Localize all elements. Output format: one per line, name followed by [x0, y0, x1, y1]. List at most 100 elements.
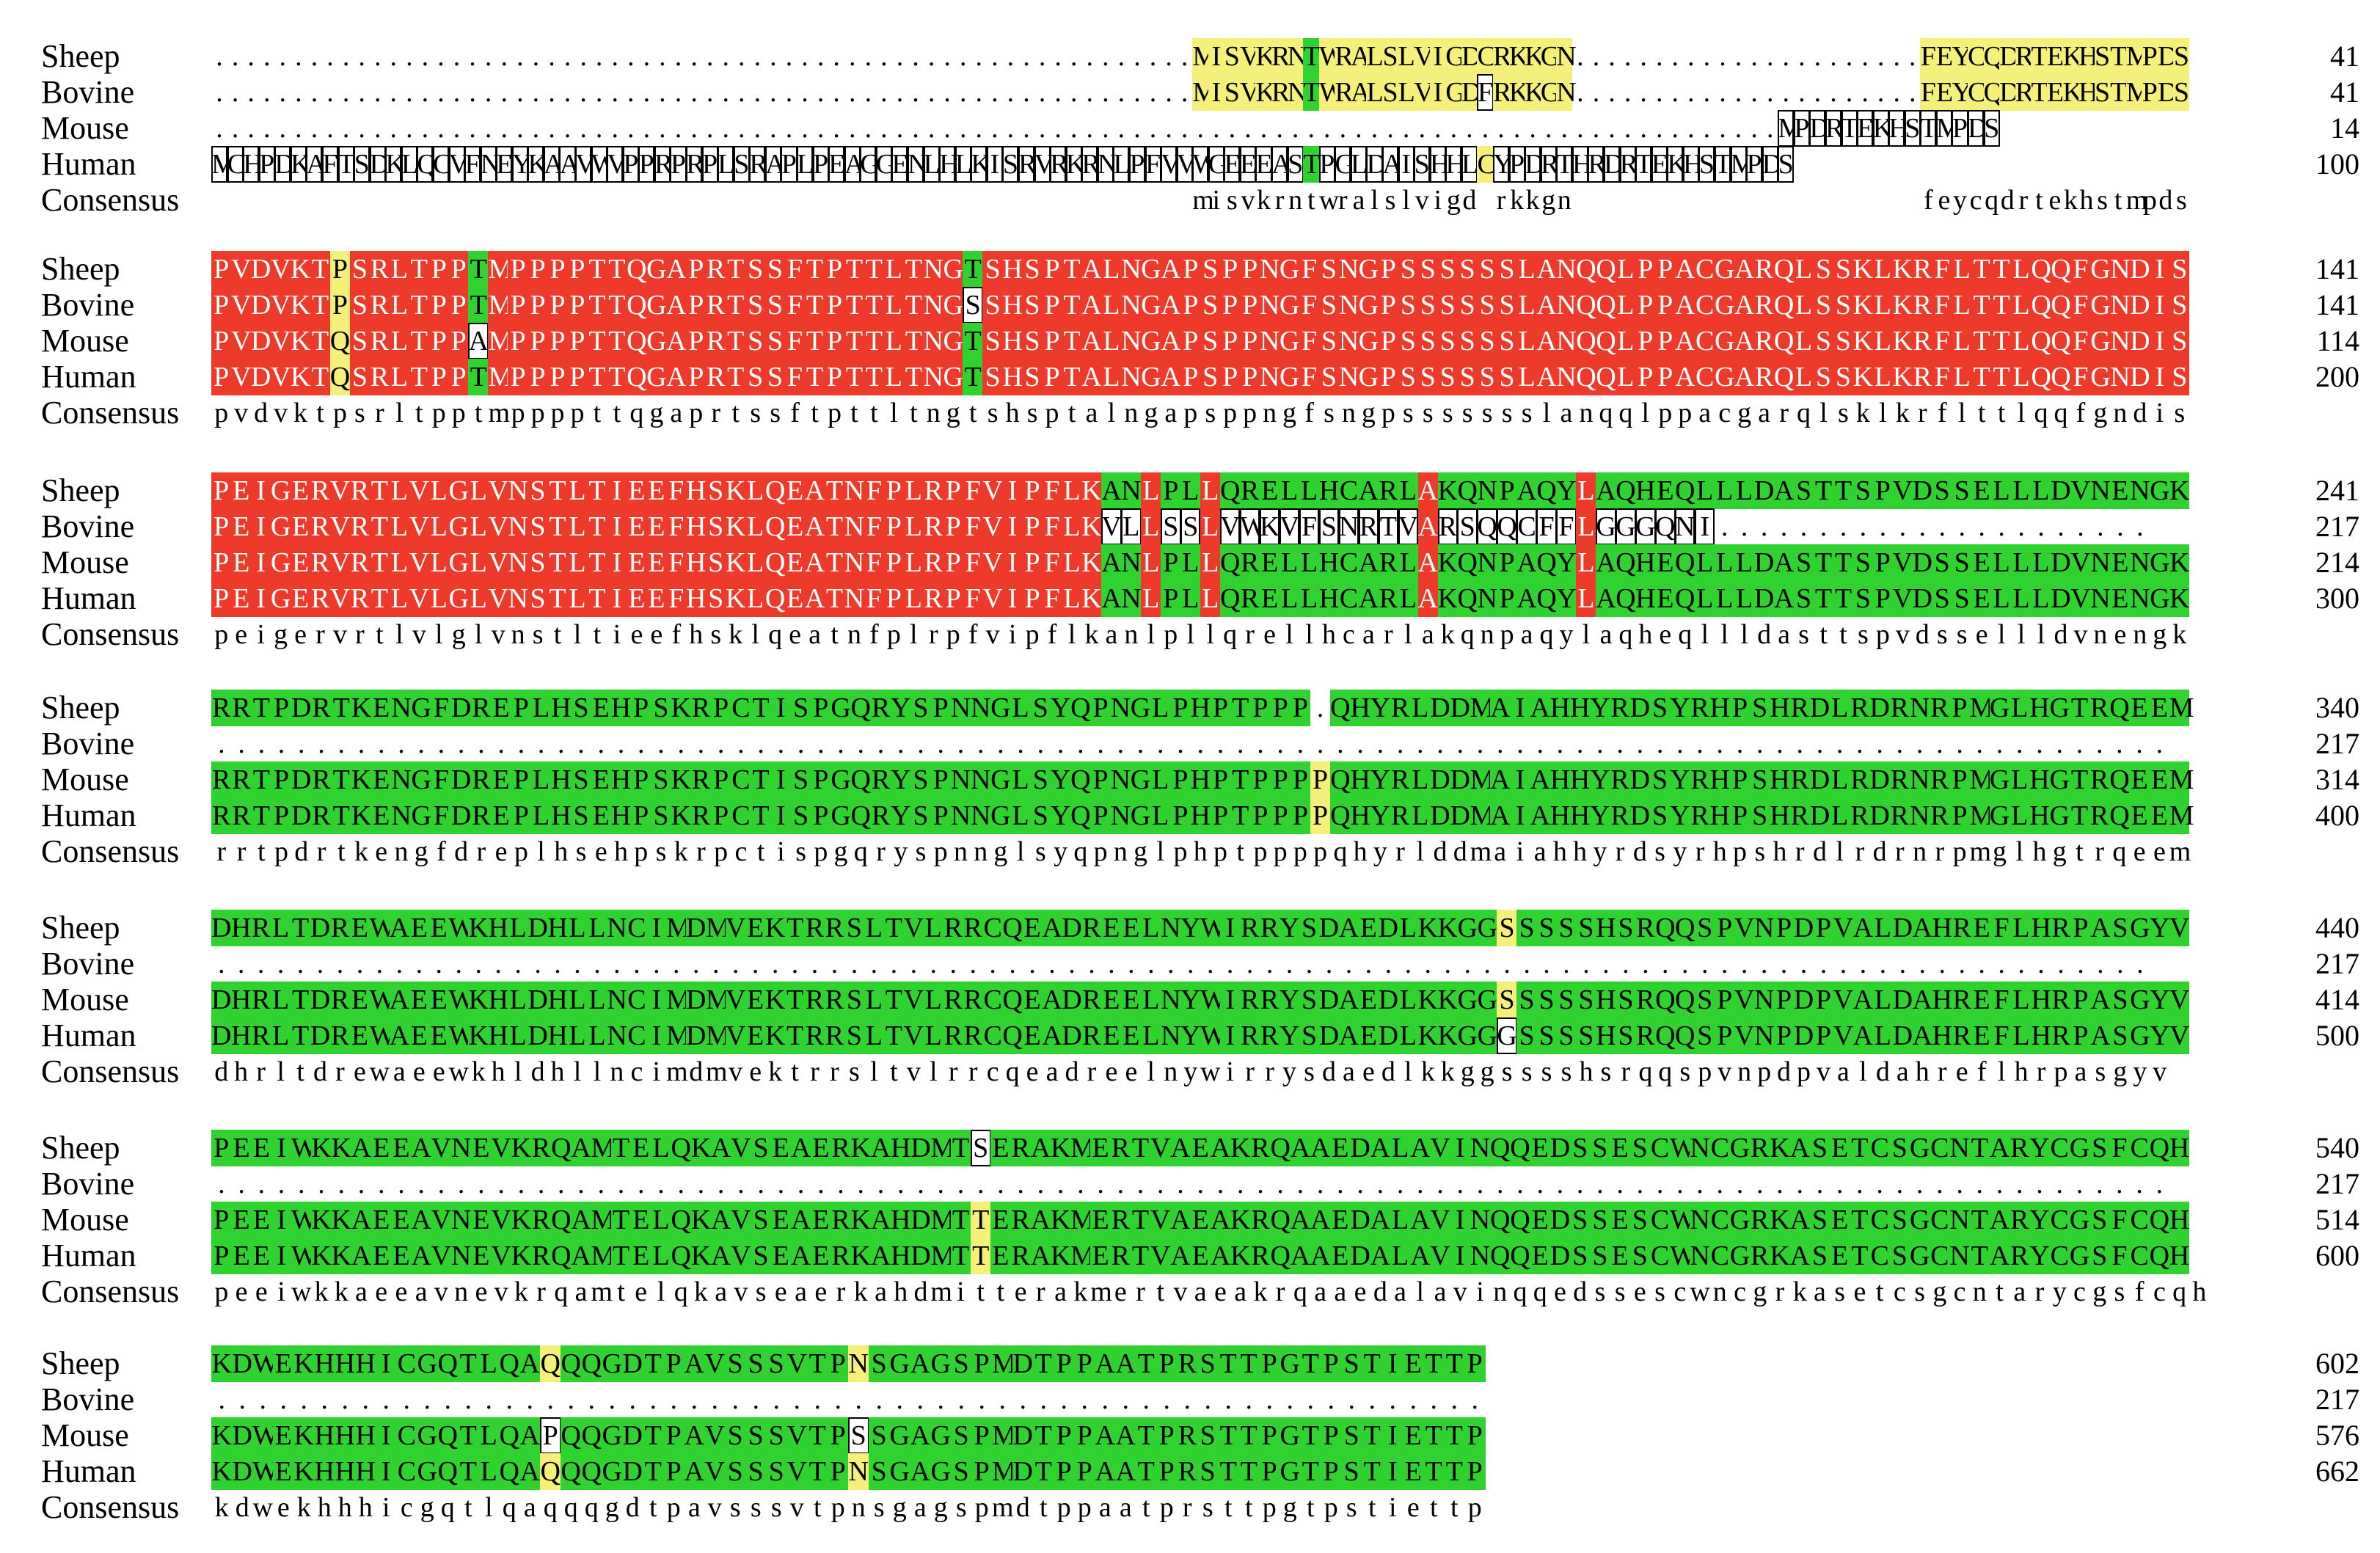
residue: T: [1136, 1417, 1157, 1454]
consensus-residue: h: [554, 836, 569, 867]
residue: A: [804, 580, 825, 617]
residue: L: [1409, 797, 1431, 834]
position-number: 217: [2315, 727, 2359, 760]
residue: .: [2095, 1169, 2103, 1199]
residue: P: [1250, 690, 1271, 726]
residue: .: [1286, 1384, 1294, 1415]
residue: D: [1809, 761, 1830, 798]
consensus-residue: a: [1054, 1276, 1067, 1307]
residue: L: [1991, 544, 2012, 581]
residue: R: [749, 146, 768, 183]
residue: .: [453, 113, 461, 144]
consensus-residue: f: [1047, 619, 1057, 650]
residue: N: [1097, 146, 1117, 183]
residue: .: [1017, 728, 1024, 759]
residue: T: [1971, 287, 1992, 324]
residue: S: [1590, 1238, 1610, 1274]
residue: G: [417, 1417, 438, 1454]
residue: D: [1869, 797, 1890, 834]
residue: .: [1640, 77, 1647, 108]
residue: L: [1793, 251, 1814, 288]
residue: S: [571, 761, 591, 798]
residue: W: [1669, 1238, 1696, 1274]
residue: .: [296, 949, 304, 979]
residue: P: [1250, 761, 1271, 798]
residue: L: [1101, 359, 1122, 395]
residue: .: [1877, 77, 1885, 108]
residue: G: [2090, 251, 2111, 288]
residue: T: [547, 472, 568, 509]
residue: L: [1872, 323, 1894, 359]
residue: .: [1624, 113, 1632, 144]
consensus-residue: g: [2153, 619, 2167, 650]
residue: .: [1978, 949, 1985, 979]
consensus-residue: s: [2097, 185, 2108, 216]
residue: L: [2011, 323, 2032, 359]
residue: S: [1497, 287, 1517, 324]
residue: L: [1516, 323, 1537, 359]
residue: Q: [437, 1417, 459, 1454]
residue: .: [833, 77, 840, 108]
residue: S: [844, 982, 865, 1018]
consensus-residue: d: [235, 1492, 249, 1523]
consensus-residue: a: [1334, 1276, 1347, 1307]
residue: A: [1536, 287, 1557, 324]
residue: .: [558, 1169, 565, 1199]
residue: R: [1437, 508, 1458, 545]
residue: A: [1382, 146, 1402, 183]
consensus-residue: e: [774, 1276, 787, 1307]
residue: .: [875, 1384, 883, 1415]
residue: W: [448, 982, 475, 1018]
residue: T: [610, 1202, 632, 1238]
residue: .: [1245, 1384, 1253, 1415]
residue: H: [610, 761, 632, 798]
residue: T: [1833, 580, 1854, 617]
residue: G: [1208, 146, 1228, 183]
residue: .: [1719, 41, 1726, 72]
residue: .: [534, 949, 541, 979]
residue: P: [508, 359, 528, 395]
consensus-residue: h: [2014, 1056, 2029, 1087]
residue: .: [588, 1384, 596, 1415]
consensus-residue: s: [2095, 1056, 2106, 1087]
residue: R: [1789, 690, 1811, 726]
residue: E: [1935, 38, 1953, 75]
residue: N: [2110, 359, 2131, 395]
residue: K: [1230, 1130, 1251, 1166]
residue: P: [1270, 797, 1291, 834]
residue: T: [310, 359, 331, 395]
residue: .: [637, 728, 645, 759]
residue: S: [1813, 323, 1834, 359]
residue: Q: [1002, 982, 1023, 1018]
consensus-residue: k: [354, 836, 368, 867]
consensus-residue: r: [836, 1276, 846, 1307]
residue: S: [1437, 359, 1458, 395]
residue: .: [927, 77, 935, 108]
residue: K: [2169, 472, 2190, 509]
residue: K: [1050, 1202, 1071, 1238]
residue: C: [1929, 1238, 1950, 1274]
consensus-residue: p: [2142, 185, 2157, 216]
consensus-residue: e: [494, 836, 508, 867]
residue: .: [1608, 41, 1616, 72]
residue: .: [1687, 77, 1695, 108]
residue: E: [231, 1202, 252, 1238]
residue: P: [1746, 146, 1763, 183]
residue: P: [828, 1345, 849, 1382]
consensus-residue: g: [649, 398, 664, 428]
residue: R: [690, 761, 712, 798]
consensus-residue: k: [853, 1276, 868, 1307]
consensus-residue: g: [2113, 1056, 2128, 1087]
residue: .: [238, 1384, 247, 1415]
residue: .: [2056, 1169, 2063, 1199]
residue: A: [1115, 1453, 1136, 1490]
residue: L: [2009, 797, 2030, 834]
consensus-residue: a: [1814, 1276, 1826, 1307]
consensus-residue: a: [1599, 619, 1613, 650]
consensus-residue: l: [1186, 619, 1195, 650]
residue: .: [1430, 1384, 1438, 1415]
consensus-residue: r: [1395, 836, 1405, 867]
consensus-residue: s: [1936, 619, 1948, 650]
residue: K: [2169, 544, 2190, 581]
residue: Y: [1952, 38, 1972, 75]
